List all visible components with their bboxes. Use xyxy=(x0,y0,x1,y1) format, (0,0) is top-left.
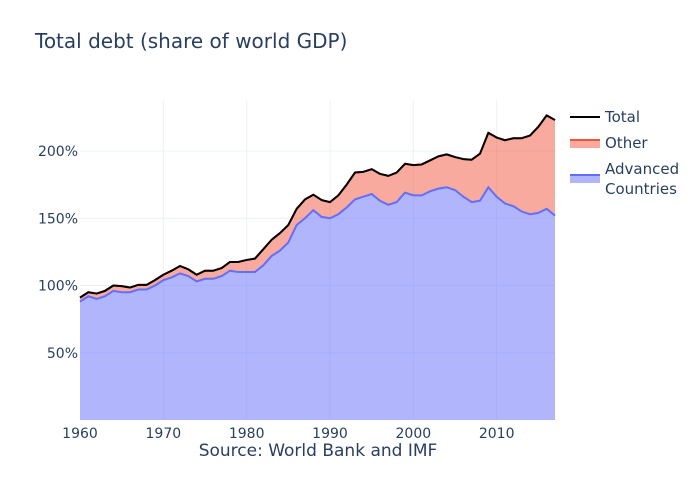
total-line-icon xyxy=(570,112,600,122)
data-areas xyxy=(79,114,556,420)
y-tick-label: 150% xyxy=(38,211,78,227)
x-tick-label: 2010 xyxy=(479,426,515,442)
legend-item-total[interactable]: Total xyxy=(570,107,685,127)
x-tick-label: 1960 xyxy=(62,426,98,442)
advanced-area-icon xyxy=(570,173,600,183)
total-line xyxy=(79,114,556,299)
y-axis-ticks: 50% 100% 150% 200% xyxy=(38,144,78,362)
x-tick-label: 1990 xyxy=(312,426,348,442)
y-tick-label: 100% xyxy=(38,279,78,295)
x-axis-ticks: 1960 1970 1980 1990 2000 2010 xyxy=(62,426,514,442)
legend-item-other[interactable]: Other xyxy=(570,133,685,153)
y-tick-label: 200% xyxy=(38,144,78,160)
other-area xyxy=(80,115,555,302)
y-tick-label: 50% xyxy=(47,346,78,362)
x-tick-label: 2000 xyxy=(396,426,432,442)
other-area-icon xyxy=(570,138,600,148)
legend: Total Other Advanced Countries xyxy=(570,107,685,205)
advanced-countries-area xyxy=(80,187,555,420)
x-tick-label: 1970 xyxy=(146,426,182,442)
chart-title: Total debt (share of world GDP) xyxy=(35,29,348,53)
legend-item-advanced-countries[interactable]: Advanced Countries xyxy=(570,159,685,199)
advanced-countries-line xyxy=(79,185,556,303)
x-axis-title: Source: World Bank and IMF xyxy=(198,441,438,461)
x-tick-label: 1980 xyxy=(229,426,265,442)
